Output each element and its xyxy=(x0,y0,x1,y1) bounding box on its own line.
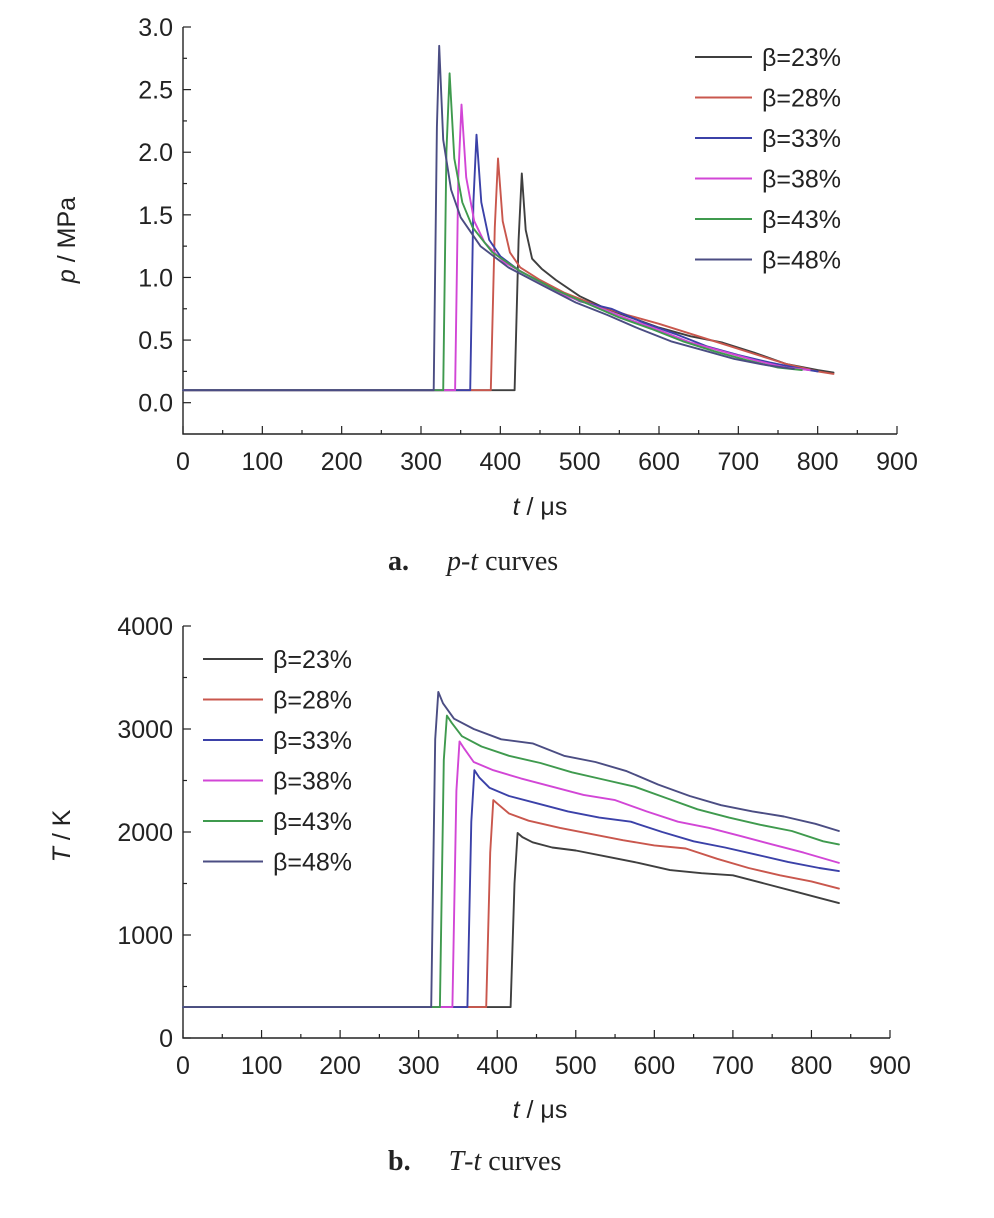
series-line-1 xyxy=(182,799,840,1009)
series-line-0 xyxy=(182,832,840,1009)
series-line-1 xyxy=(182,157,835,392)
y-tick-label: 2000 xyxy=(117,819,173,847)
x-tick-label: 300 xyxy=(400,448,442,476)
legend-label-4: β=43% xyxy=(762,206,841,234)
y-tick-label: 1000 xyxy=(117,922,173,950)
series-line-5 xyxy=(182,690,840,1009)
series-line-3 xyxy=(182,740,840,1009)
legend-label-0: β=23% xyxy=(273,646,352,674)
y-axis-variable: T xyxy=(48,845,76,862)
y-tick-label: 3000 xyxy=(117,716,173,744)
x-tick-label: 500 xyxy=(559,448,601,476)
legend-label-5: β=48% xyxy=(273,849,352,877)
legend-label-0: β=23% xyxy=(762,44,841,72)
caption-letter: b. xyxy=(388,1146,411,1177)
y-tick-label: 3.0 xyxy=(138,14,173,42)
x-tick-label: 900 xyxy=(869,1052,911,1080)
legend-label-1: β=28% xyxy=(273,687,352,715)
y-tick-label: 0 xyxy=(159,1025,173,1053)
y-tick-label: 0.5 xyxy=(138,327,173,355)
series-line-3 xyxy=(182,103,811,392)
x-tick-label: 700 xyxy=(717,448,759,476)
y-tick-label: 2.0 xyxy=(138,139,173,167)
x-tick-label: 100 xyxy=(241,448,283,476)
x-tick-label: 500 xyxy=(555,1052,597,1080)
series-line-4 xyxy=(182,72,803,392)
caption-text: curves xyxy=(481,1146,561,1177)
x-axis-unit: / μs xyxy=(520,493,568,521)
y-axis-label: p / MPa xyxy=(53,197,81,284)
legend-label-3: β=38% xyxy=(273,768,352,796)
series-line-0 xyxy=(182,172,835,392)
caption-text: curves xyxy=(478,546,558,577)
legend-label-2: β=33% xyxy=(273,727,352,755)
y-axis-unit: / MPa xyxy=(53,197,81,269)
x-tick-label: 100 xyxy=(241,1052,283,1080)
x-axis-label: t / μs xyxy=(513,1096,568,1124)
x-tick-label: 400 xyxy=(476,1052,518,1080)
panel-a-pressure-chart: 0 100 200 300 400 500 600 700 800 900 0.0 0.5 1.0 1.5… xyxy=(53,14,918,577)
series-line-2 xyxy=(182,769,840,1009)
x-axis-variable: t xyxy=(513,493,521,521)
x-tick-label: 400 xyxy=(479,448,521,476)
series-line-4 xyxy=(182,714,840,1009)
legend-label-3: β=38% xyxy=(762,166,841,194)
legend-label-5: β=48% xyxy=(762,247,841,275)
x-axis-label: t / μs xyxy=(513,493,568,521)
panel-b-temperature-chart: 0 100 200 300 400 500 600 700 800 900 0 1000 2000 300… xyxy=(48,613,911,1177)
caption-dash: - xyxy=(464,1146,473,1177)
x-tick-label: 0 xyxy=(176,448,190,476)
caption-letter: a. xyxy=(388,546,409,577)
figure-caption: a. p-t curves xyxy=(388,546,558,577)
x-axis-unit: / μs xyxy=(520,1096,568,1124)
caption-var1: T xyxy=(449,1146,467,1177)
figure-caption: b. T-t curves xyxy=(388,1146,561,1177)
y-axis-variable: p xyxy=(53,269,81,284)
series-line-5 xyxy=(182,44,795,392)
caption-dash: - xyxy=(461,546,470,577)
x-tick-label: 600 xyxy=(638,448,680,476)
x-tick-label: 0 xyxy=(176,1052,190,1080)
legend-label-1: β=28% xyxy=(762,85,841,113)
y-axis-label: T / K xyxy=(48,809,76,862)
x-tick-label: 200 xyxy=(321,448,363,476)
caption-var2: t xyxy=(470,546,479,577)
y-axis-unit: / K xyxy=(48,809,76,847)
x-tick-label: 900 xyxy=(876,448,918,476)
y-tick-label: 4000 xyxy=(117,613,173,641)
x-tick-label: 700 xyxy=(712,1052,754,1080)
legend-label-4: β=43% xyxy=(273,808,352,836)
x-tick-label: 200 xyxy=(319,1052,361,1080)
x-tick-label: 600 xyxy=(633,1052,675,1080)
x-tick-label: 300 xyxy=(398,1052,440,1080)
y-tick-label: 1.5 xyxy=(138,202,173,230)
y-tick-label: 2.5 xyxy=(138,77,173,105)
caption-var1: p xyxy=(445,546,461,577)
y-tick-label: 0.0 xyxy=(138,390,173,418)
x-tick-label: 800 xyxy=(797,448,839,476)
caption-var2: t xyxy=(473,1146,482,1177)
legend-label-2: β=33% xyxy=(762,125,841,153)
x-axis-variable: t xyxy=(513,1096,521,1124)
y-tick-label: 1.0 xyxy=(138,264,173,292)
x-tick-label: 800 xyxy=(791,1052,833,1080)
